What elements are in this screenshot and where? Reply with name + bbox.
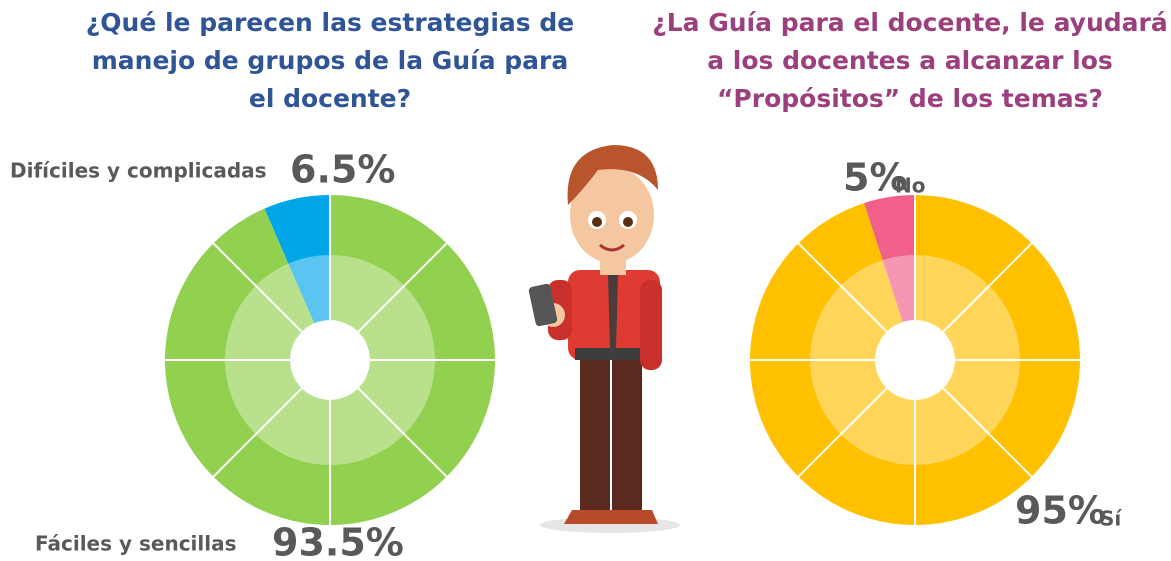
chart-title: ¿La Guía para el docente, le ayudará a l… (652, 8, 1168, 113)
divider (797, 387, 888, 478)
pie-slice (864, 195, 915, 322)
divider (357, 242, 448, 333)
divider (212, 387, 303, 478)
divider (212, 242, 303, 333)
character (528, 145, 680, 533)
value-label: 93.5% (272, 521, 404, 561)
value-label: 5% (843, 156, 908, 200)
category-label: No (895, 174, 925, 198)
value-label: 6.5% (290, 148, 395, 192)
divider (942, 387, 1033, 478)
chart-title: ¿Qué le parecen las estrategias de manej… (85, 8, 575, 113)
value-label: 95% (1015, 489, 1106, 533)
category-label: Fáciles y sencillas (35, 532, 237, 556)
category-label: Sí (1100, 507, 1122, 531)
divider (797, 242, 888, 333)
divider (942, 242, 1033, 333)
pie-slice (264, 195, 330, 324)
divider (357, 387, 448, 478)
category-label: Difíciles y complicadas (10, 159, 267, 183)
